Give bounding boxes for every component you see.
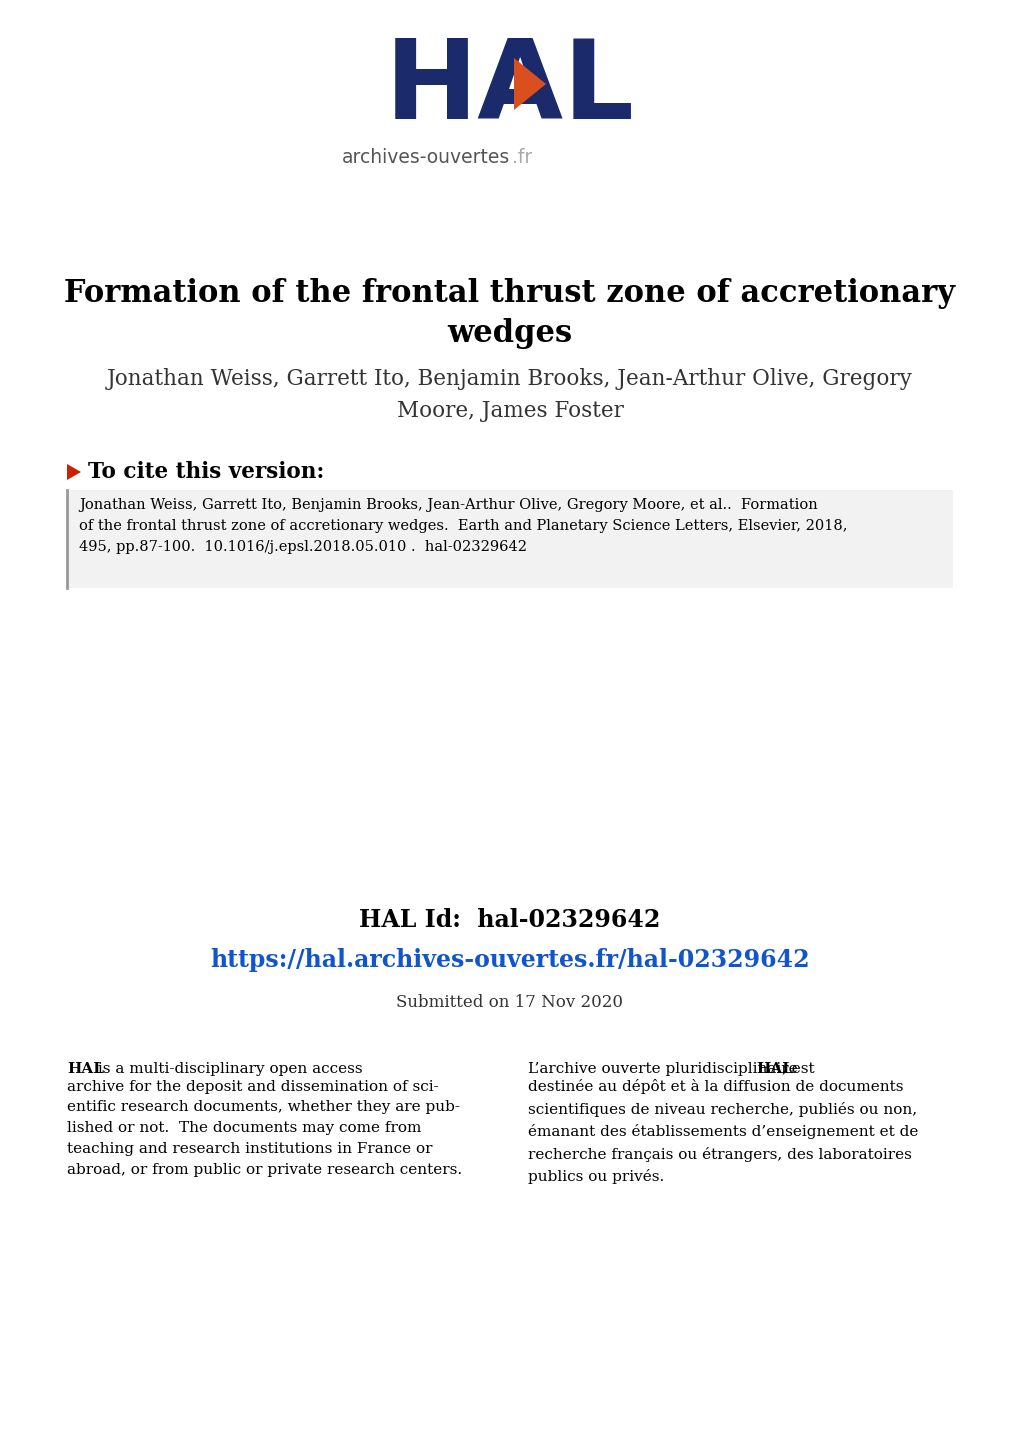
Text: archive for the deposit and dissemination of sci-
entific research documents, wh: archive for the deposit and disseminatio… (67, 1080, 462, 1177)
Text: To cite this version:: To cite this version: (88, 461, 324, 483)
Text: , est: , est (782, 1061, 814, 1076)
Text: wedges: wedges (447, 319, 572, 349)
Text: archives-ouvertes: archives-ouvertes (341, 149, 510, 167)
Text: HAL: HAL (67, 1061, 104, 1076)
Text: destinée au dépôt et à la diffusion de documents
scientifiques de niveau recherc: destinée au dépôt et à la diffusion de d… (528, 1080, 917, 1184)
Text: Moore, James Foster: Moore, James Foster (396, 399, 623, 423)
Text: Submitted on 17 Nov 2020: Submitted on 17 Nov 2020 (396, 994, 623, 1011)
Text: HAL: HAL (384, 35, 635, 141)
Text: Formation of the frontal thrust zone of accretionary: Formation of the frontal thrust zone of … (64, 278, 955, 309)
FancyBboxPatch shape (67, 490, 952, 588)
Text: L’archive ouverte pluridisciplinaire: L’archive ouverte pluridisciplinaire (528, 1061, 802, 1076)
Text: is a multi-disciplinary open access: is a multi-disciplinary open access (93, 1061, 363, 1076)
Text: Jonathan Weiss, Garrett Ito, Benjamin Brooks, Jean-Arthur Olive, Gregory Moore, : Jonathan Weiss, Garrett Ito, Benjamin Br… (78, 497, 847, 554)
Polygon shape (514, 58, 545, 110)
Text: HAL Id:  hal-02329642: HAL Id: hal-02329642 (359, 908, 660, 932)
Text: Jonathan Weiss, Garrett Ito, Benjamin Brooks, Jean-Arthur Olive, Gregory: Jonathan Weiss, Garrett Ito, Benjamin Br… (107, 368, 912, 389)
Text: HAL: HAL (755, 1061, 792, 1076)
Text: .fr: .fr (512, 149, 532, 167)
Text: https://hal.archives-ouvertes.fr/hal-02329642: https://hal.archives-ouvertes.fr/hal-023… (210, 947, 809, 972)
Polygon shape (67, 464, 81, 480)
